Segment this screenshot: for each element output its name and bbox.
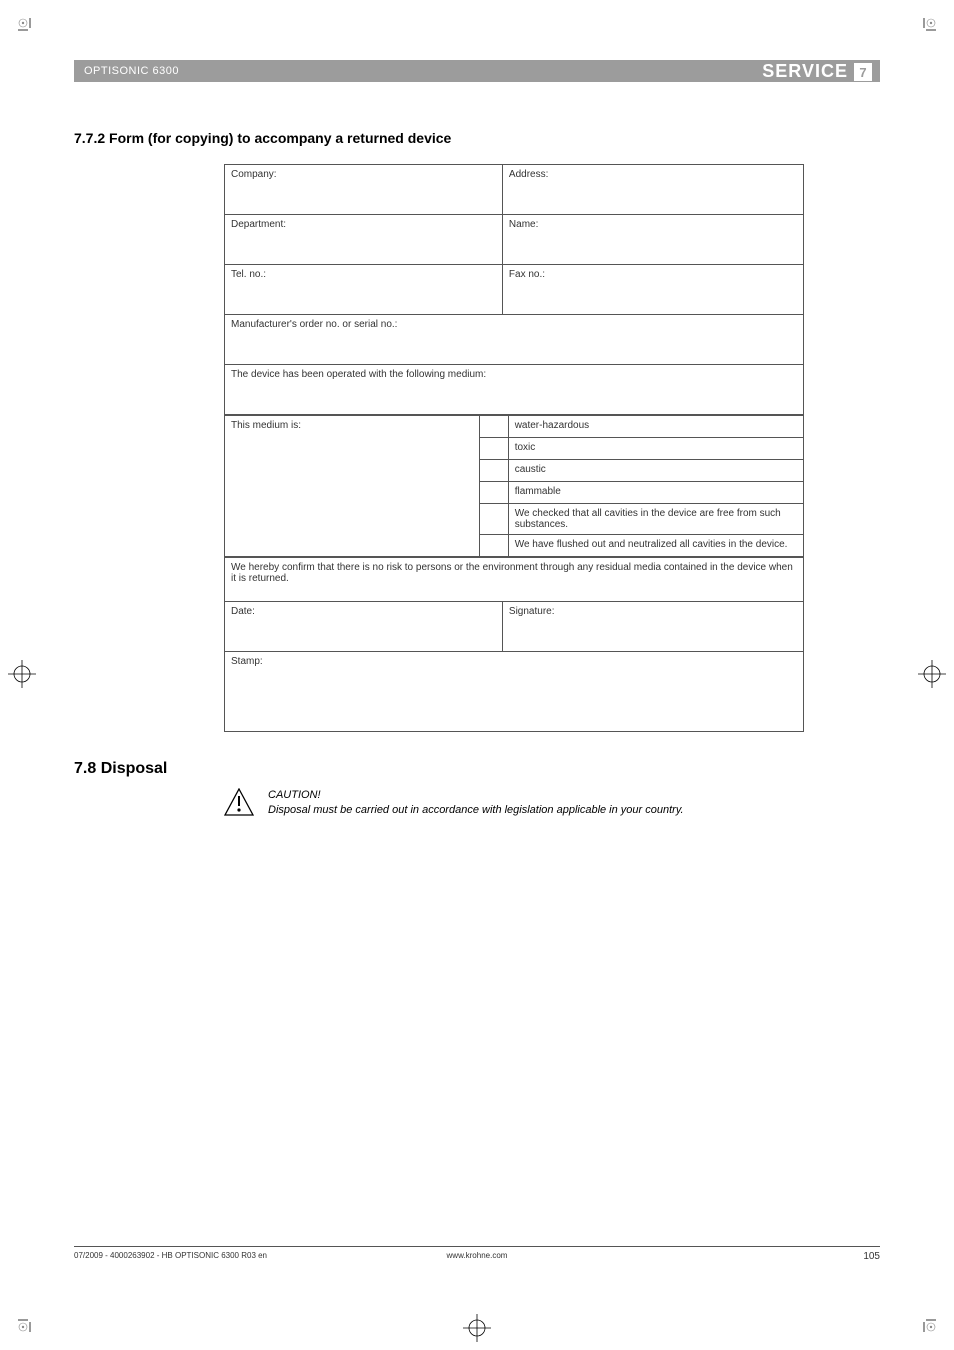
department-cell[interactable]: Department: bbox=[225, 215, 503, 265]
opt-checked-free: We checked that all cavities in the devi… bbox=[508, 504, 803, 535]
checkbox-caustic[interactable] bbox=[479, 460, 508, 482]
signature-cell[interactable]: Signature: bbox=[502, 602, 803, 652]
opt-caustic: caustic bbox=[508, 460, 803, 482]
date-cell[interactable]: Date: bbox=[225, 602, 503, 652]
page: OPTISONIC 6300 SERVICE 7 7.7.2 Form (for… bbox=[0, 0, 954, 1350]
footer-left: 07/2009 - 4000263902 - HB OPTISONIC 6300… bbox=[74, 1251, 340, 1262]
opt-water-hazardous: water-hazardous bbox=[508, 416, 803, 438]
crop-mark-icon bbox=[914, 18, 936, 40]
caution-body: Disposal must be carried out in accordan… bbox=[268, 803, 684, 818]
checkbox-toxic[interactable] bbox=[479, 438, 508, 460]
header-bar: OPTISONIC 6300 SERVICE 7 bbox=[74, 60, 880, 82]
opt-flammable: flammable bbox=[508, 482, 803, 504]
disposal-heading: 7.8 Disposal bbox=[74, 760, 880, 778]
stamp-cell[interactable]: Stamp: bbox=[225, 652, 804, 732]
caution-block: CAUTION! Disposal must be carried out in… bbox=[224, 788, 880, 818]
crop-mark-icon bbox=[18, 18, 40, 40]
register-mark-icon bbox=[463, 1314, 491, 1342]
product-name: OPTISONIC 6300 bbox=[84, 65, 179, 77]
company-cell[interactable]: Company: bbox=[225, 165, 503, 215]
opt-toxic: toxic bbox=[508, 438, 803, 460]
mfr-order-cell[interactable]: Manufacturer's order no. or serial no.: bbox=[225, 315, 804, 365]
crop-mark-icon bbox=[18, 1310, 40, 1332]
footer-page-number: 105 bbox=[614, 1251, 880, 1262]
caution-icon bbox=[224, 788, 254, 816]
medium-is-cell: This medium is: bbox=[225, 416, 480, 557]
subsection-heading: 7.7.2 Form (for copying) to accompany a … bbox=[74, 130, 880, 146]
name-cell[interactable]: Name: bbox=[502, 215, 803, 265]
confirm-cell: We hereby confirm that there is no risk … bbox=[225, 558, 804, 602]
checkbox-flushed[interactable] bbox=[479, 535, 508, 557]
tel-cell[interactable]: Tel. no.: bbox=[225, 265, 503, 315]
checkbox-checked-free[interactable] bbox=[479, 504, 508, 535]
section-number: 7 bbox=[854, 63, 872, 81]
checkbox-flammable[interactable] bbox=[479, 482, 508, 504]
checkbox-water-hazardous[interactable] bbox=[479, 416, 508, 438]
opt-flushed: We have flushed out and neutralized all … bbox=[508, 535, 803, 557]
register-mark-icon bbox=[8, 660, 36, 688]
operated-with-cell[interactable]: The device has been operated with the fo… bbox=[225, 365, 804, 415]
fax-cell[interactable]: Fax no.: bbox=[502, 265, 803, 315]
crop-mark-icon bbox=[914, 1310, 936, 1332]
return-form: Company: Address: Department: Name: Tel.… bbox=[224, 164, 804, 732]
address-cell[interactable]: Address: bbox=[502, 165, 803, 215]
footer-center: www.krohne.com bbox=[344, 1251, 610, 1262]
caution-title: CAUTION! bbox=[268, 788, 684, 803]
section-label: SERVICE bbox=[762, 61, 848, 82]
page-footer: 07/2009 - 4000263902 - HB OPTISONIC 6300… bbox=[74, 1246, 880, 1262]
register-mark-icon bbox=[918, 660, 946, 688]
